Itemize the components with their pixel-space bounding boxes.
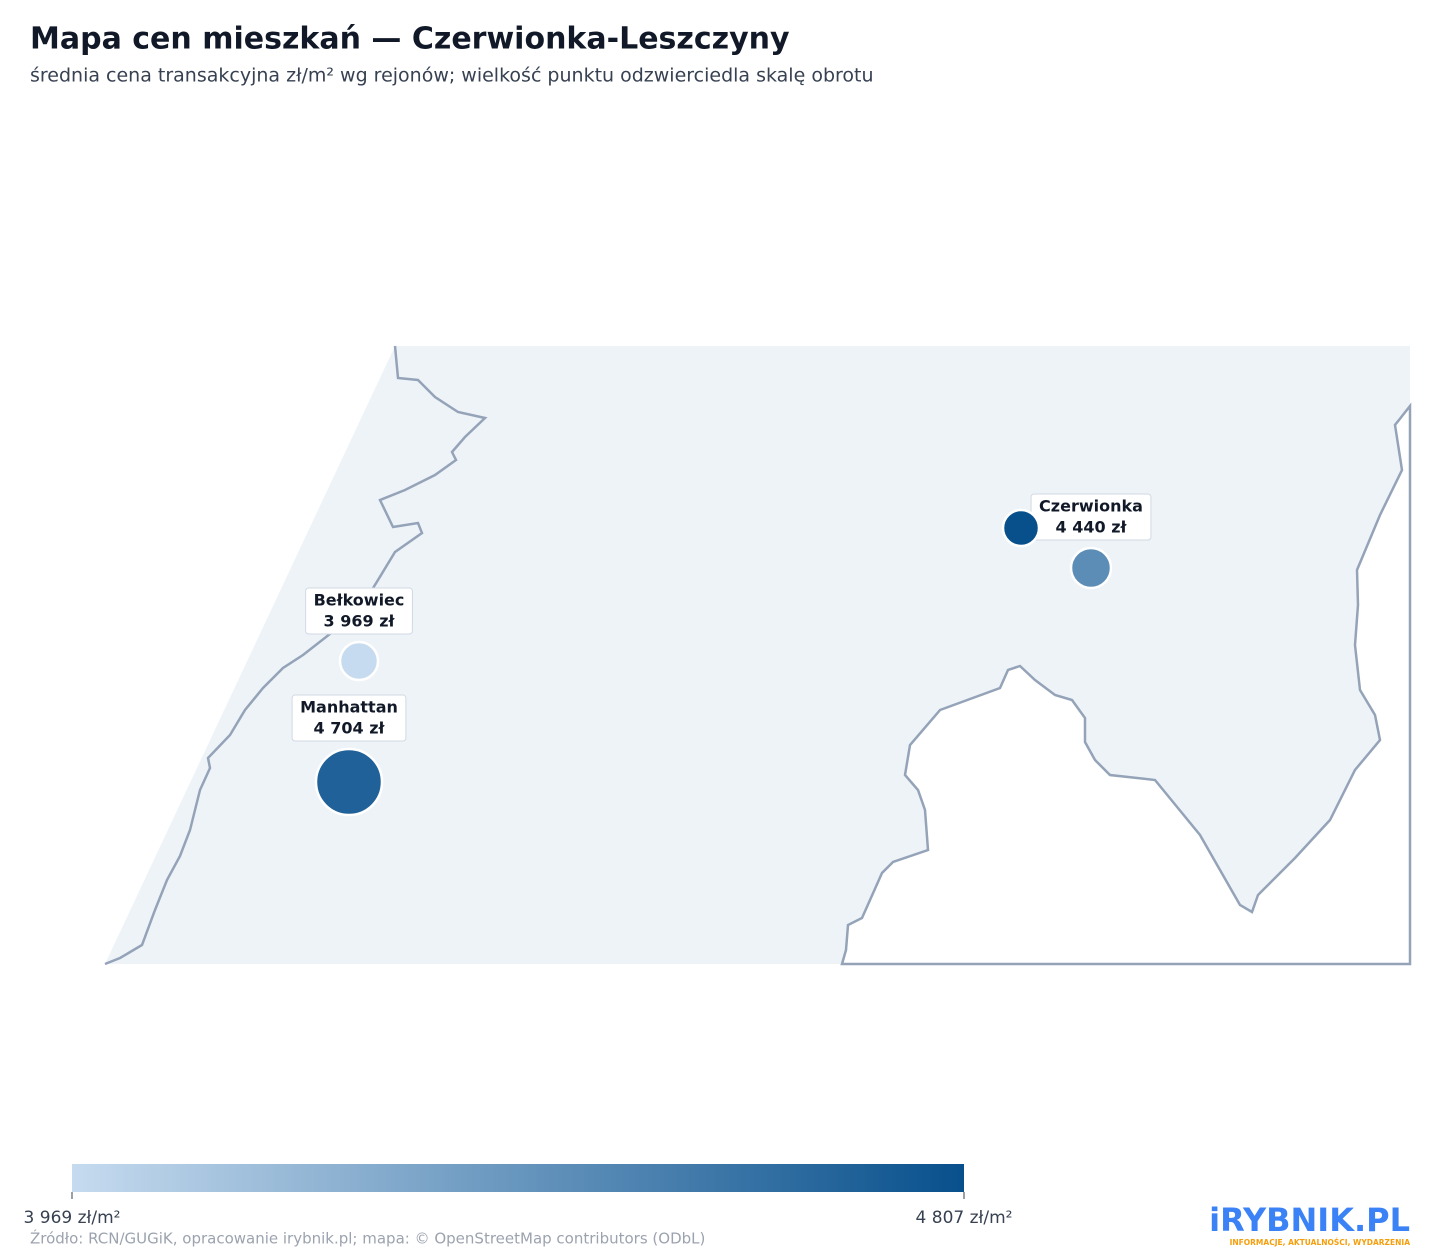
boundary [104, 345, 488, 966]
point-price: 3 969 zł [324, 612, 396, 631]
point-name: Czerwionka [1039, 497, 1143, 516]
price-point [314, 747, 384, 817]
point-price: 4 440 zł [1056, 518, 1128, 537]
point-label: Manhattan 4 704 zł [291, 694, 407, 742]
point-name: Bełkowiec [314, 591, 405, 610]
colorbar [72, 1164, 964, 1192]
colorbar-tick-label: 4 807 zł/m² [916, 1208, 1013, 1228]
label-box [291, 694, 407, 742]
title: Mapa cen mieszkań — Czerwionka-Leszczyny [30, 22, 790, 57]
logo-tagline: INFORMACJE, AKTUALNOŚCI, WYDARZENIA [1230, 1238, 1411, 1247]
price-point [1069, 546, 1113, 590]
source: Źródło: RCN/GUGiK, opracowanie irybnik.p… [30, 1229, 705, 1248]
colorbar-tick-label: 3 969 zł/m² [24, 1208, 121, 1228]
point-name: Manhattan [300, 698, 398, 717]
boundary [840, 402, 1412, 966]
logo: iRYBNIK.PL [1209, 1201, 1410, 1239]
point-label: Bełkowiec 3 969 zł [305, 587, 413, 635]
point-price: 4 704 zł [314, 719, 386, 738]
subtitle: średnia cena transakcyjna zł/m² wg rejon… [30, 65, 874, 87]
point-label: Czerwionka 4 440 zł [1030, 493, 1152, 541]
price-point [1001, 508, 1041, 548]
price-point [338, 640, 380, 682]
label-box [305, 587, 413, 635]
